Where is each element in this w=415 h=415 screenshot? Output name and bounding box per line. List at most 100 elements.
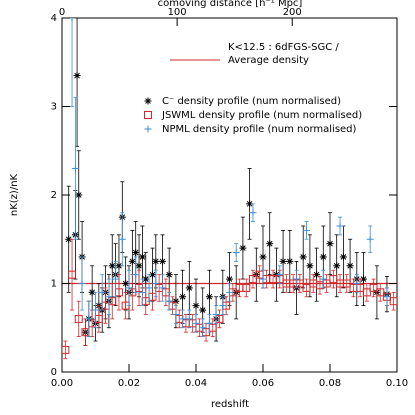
- legend-label: NPML density profile (num normalised): [162, 124, 357, 135]
- data-point: [165, 271, 173, 279]
- data-point: [302, 283, 311, 292]
- y-tick-label: 4: [51, 13, 57, 24]
- marker-part: [266, 240, 273, 247]
- data-point: [75, 191, 83, 199]
- x-tick-label: 0.04: [185, 378, 207, 389]
- legend-label: Average density: [228, 55, 309, 66]
- marker-part: [307, 262, 313, 269]
- x-tick-label: 0.10: [386, 378, 408, 389]
- marker-part: [173, 298, 179, 305]
- x2-tick-label: 200: [283, 7, 302, 18]
- data-point: [185, 315, 193, 323]
- x2-axis-title: comoving distance [h⁻¹ Mpc]: [158, 0, 303, 9]
- marker-part: [89, 289, 95, 296]
- x-tick-label: 0.00: [51, 378, 73, 389]
- marker-part: [186, 285, 193, 291]
- data-point: [389, 297, 397, 306]
- marker-part: [360, 276, 367, 282]
- data-point: [369, 283, 378, 292]
- marker-part: [327, 240, 333, 247]
- data-point: [249, 209, 257, 217]
- marker: [376, 288, 385, 297]
- data-point: [226, 288, 233, 296]
- data-point: [145, 284, 153, 292]
- marker: [369, 283, 378, 292]
- marker-part: [129, 258, 136, 265]
- marker-part: [246, 201, 253, 207]
- x-axis-title: redshift: [211, 399, 249, 410]
- marker-part: [65, 236, 72, 243]
- data-point: [319, 275, 327, 283]
- data-point: [68, 270, 77, 279]
- marker-part: [226, 276, 233, 282]
- data-point: [179, 315, 187, 323]
- marker: [302, 283, 311, 292]
- data-point: [192, 319, 200, 327]
- marker-part: [193, 302, 199, 309]
- data-point: [92, 306, 99, 314]
- data-point: [122, 280, 130, 287]
- marker-part: [333, 262, 340, 269]
- marker-part: [347, 262, 353, 269]
- data-point: [199, 306, 207, 314]
- data-point: [165, 297, 173, 305]
- data-point: [185, 284, 193, 292]
- data-point: [105, 293, 113, 301]
- data-point: [135, 262, 143, 270]
- data-point: [138, 253, 146, 261]
- y-tick-label: 1: [51, 279, 57, 290]
- data-point: [74, 314, 83, 323]
- x2-tick-label: 100: [168, 7, 187, 18]
- data-point: [362, 288, 371, 297]
- data-point: [152, 280, 160, 287]
- data-point: [205, 293, 213, 301]
- x-tick-label: 0.08: [319, 378, 341, 389]
- data-point: [159, 284, 166, 292]
- marker-part: [122, 280, 129, 287]
- data-point: [85, 315, 93, 323]
- marker: [342, 279, 351, 288]
- marker-part: [280, 258, 286, 265]
- data-point: [346, 262, 354, 270]
- data-point: [199, 324, 207, 332]
- data-point: [239, 244, 247, 252]
- data-point: [376, 288, 385, 297]
- legend-label: JSWML density profile (num normalised): [161, 110, 362, 121]
- data-point: [152, 257, 160, 265]
- data-point: [125, 284, 133, 292]
- marker: [62, 345, 70, 354]
- marker-part: [136, 262, 142, 269]
- marker: [74, 314, 83, 323]
- data-point: [68, 18, 76, 22]
- data-point: [303, 226, 311, 234]
- data-point: [179, 293, 187, 301]
- legend-title: K<12.5 : 6dFGS-SGC /: [228, 42, 339, 53]
- marker: [68, 270, 77, 279]
- data-point: [108, 262, 116, 270]
- marker-part: [320, 254, 327, 260]
- marker-part: [142, 276, 149, 282]
- legend-marker: [144, 97, 152, 105]
- plot-area: [62, 18, 397, 360]
- data-point: [319, 253, 327, 261]
- marker: [362, 288, 371, 297]
- data-point: [339, 253, 347, 261]
- legend-label: C⁻ density profile (num normalised): [162, 96, 341, 107]
- y-tick-label: 2: [51, 190, 57, 201]
- data-point: [299, 253, 307, 261]
- data-point: [112, 275, 120, 283]
- data-point: [329, 275, 338, 284]
- data-point: [286, 257, 294, 265]
- marker-part: [340, 254, 347, 260]
- y-tick-label: 3: [51, 102, 57, 113]
- marker-part: [75, 192, 82, 198]
- data-point: [259, 275, 267, 283]
- data-point: [192, 302, 200, 310]
- y-tick-label: 0: [51, 367, 57, 378]
- x-tick-label: 0.06: [252, 378, 274, 389]
- data-point: [279, 257, 287, 265]
- marker-part: [313, 271, 320, 278]
- data-point: [353, 280, 361, 287]
- data-point: [132, 271, 140, 279]
